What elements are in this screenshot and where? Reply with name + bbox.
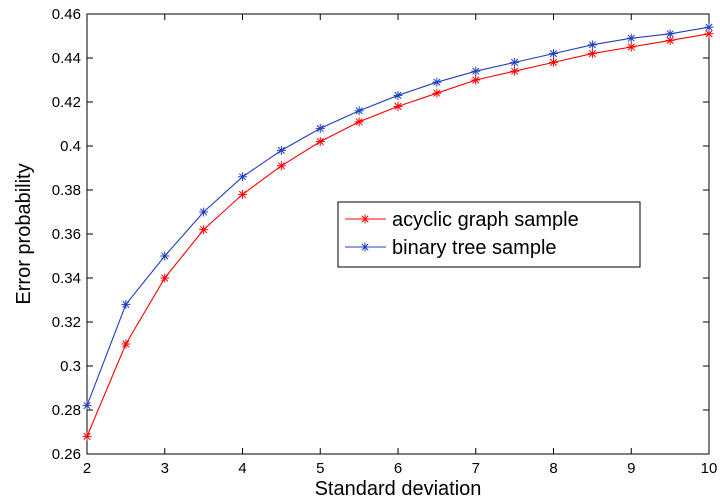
axis-ticks: 2 3 4 5 6 7 8 9 10 0.26 0.28 0.3 0.32 0.34 0.36 0.38 0.4… [52,6,718,477]
x-tick-label: 9 [627,460,635,477]
x-tick-label: 5 [316,460,324,477]
data-point [471,75,481,85]
legend-label: binary tree sample [392,237,557,259]
y-tick-label: 0.4 [60,138,81,155]
y-tick-label: 0.46 [52,6,81,23]
data-point [626,42,636,52]
x-tick-label: 8 [549,460,557,477]
legend-label: acyclic graph sample [392,209,579,231]
y-tick-label: 0.38 [52,182,81,199]
y-tick-label: 0.3 [60,358,81,375]
data-point [626,33,636,43]
data-point [704,22,714,32]
data-point [276,145,286,155]
data-point [587,40,597,50]
data-point [121,299,131,309]
data-point [393,90,403,100]
data-point [199,225,209,235]
data-point [315,137,325,147]
data-point [238,172,247,182]
y-tick-label: 0.28 [52,402,81,419]
data-point [160,273,170,283]
data-point [510,57,520,67]
data-point [665,29,675,39]
x-tick-label: 2 [83,460,91,477]
data-point [510,66,520,76]
data-point [315,123,325,133]
data-point [276,161,286,171]
data-point [549,57,558,67]
data-point [354,106,364,116]
data-point [354,117,364,127]
data-point [160,251,170,261]
data-point [587,49,597,59]
legend-box [337,201,641,268]
x-axis-label: Standard deviation [315,478,482,500]
data-point [199,207,209,217]
series-1 [82,29,714,441]
y-tick-label: 0.42 [52,94,81,111]
x-tick-label: 10 [701,460,718,477]
x-tick-label: 3 [161,460,169,477]
y-axis-label: Error probability [13,163,35,304]
x-tick-label: 4 [238,460,246,477]
legend-marker [360,214,370,224]
data-point [121,339,131,349]
y-tick-label: 0.26 [52,446,81,463]
x-tick-label: 6 [394,460,402,477]
legend-marker [360,242,370,252]
data-point [432,88,442,98]
data-point [238,189,247,199]
data-point [471,66,481,76]
data-point [82,401,92,411]
data-point [432,77,442,87]
y-tick-label: 0.32 [52,314,81,331]
data-point [393,101,403,111]
x-tick-label: 7 [472,460,480,477]
data-point [549,49,558,59]
series-2 [82,22,714,411]
y-tick-label: 0.44 [52,50,81,67]
y-tick-label: 0.34 [52,270,81,287]
y-tick-label: 0.36 [52,226,81,243]
data-point [82,431,92,441]
series-layer [82,22,714,441]
legend: acyclic graph sample binary tree sample [337,201,641,268]
